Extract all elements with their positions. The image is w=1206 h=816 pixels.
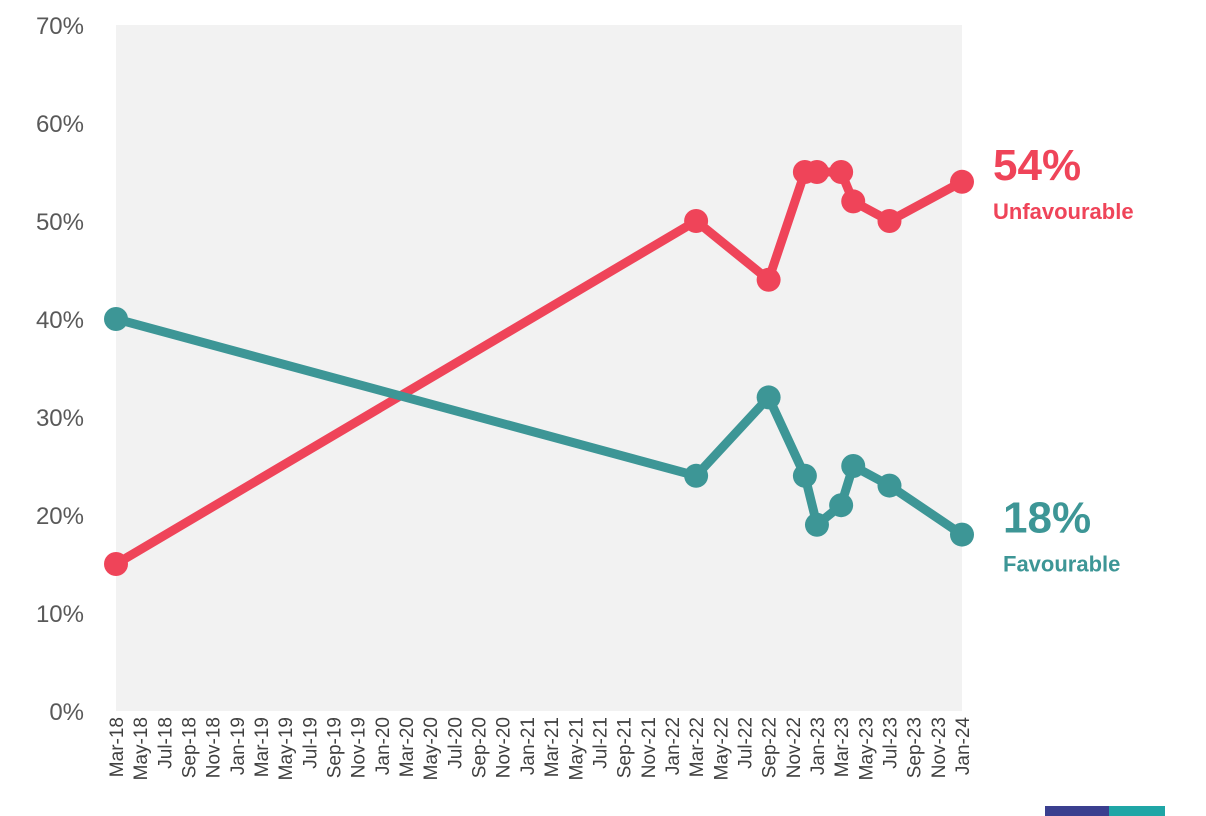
x-tick-label: Nov-23 [929, 717, 950, 778]
end-value-label: 18% [1003, 494, 1091, 543]
x-tick-label: Mar-20 [397, 717, 418, 777]
x-tick-label: Jul-18 [155, 717, 176, 769]
data-point-unfavourable [950, 169, 974, 194]
data-point-favourable [756, 385, 781, 410]
x-tick-label: May-22 [711, 717, 732, 780]
data-point-favourable [104, 307, 128, 331]
x-tick-label: May-20 [421, 717, 442, 780]
x-tick-label: Nov-20 [494, 717, 515, 778]
x-tick-label: Nov-22 [784, 717, 805, 778]
brand-logo-right-block [1109, 806, 1165, 816]
data-point-unfavourable [829, 160, 854, 184]
x-tick-label: Sep-19 [325, 717, 346, 778]
data-point-favourable [792, 463, 817, 488]
data-point-favourable [877, 473, 902, 498]
x-tick-label: Nov-19 [349, 717, 370, 778]
x-tick-label: May-19 [276, 717, 297, 780]
data-point-favourable [950, 522, 974, 547]
x-tick-label: Jul-22 [735, 717, 756, 769]
data-point-unfavourable [877, 209, 902, 233]
x-tick-label: Mar-21 [542, 717, 563, 777]
y-tick-label: 40% [36, 307, 84, 334]
brand-logo-left-block [1045, 806, 1109, 816]
y-tick-label: 10% [36, 601, 84, 628]
x-tick-label: Jul-21 [590, 717, 611, 769]
y-tick-label: 20% [36, 503, 84, 530]
x-tick-label: Sep-18 [180, 717, 201, 778]
data-point-unfavourable [841, 189, 866, 214]
data-point-unfavourable [756, 267, 781, 292]
x-tick-label: May-18 [131, 717, 152, 780]
data-point-unfavourable [684, 209, 709, 233]
data-point-favourable [841, 454, 866, 478]
x-tick-label: Sep-22 [760, 717, 781, 778]
end-series-label: Unfavourable [993, 199, 1134, 224]
x-tick-label: May-21 [566, 717, 587, 780]
x-tick-label: Jan-24 [953, 717, 974, 776]
end-labels: 54% Unfavourable 18% Favourable [993, 141, 1134, 577]
data-point-unfavourable [804, 160, 829, 184]
x-tick-label: Jul-23 [880, 717, 901, 769]
y-tick-label: 50% [36, 209, 84, 236]
end-series-label: Favourable [1003, 552, 1120, 577]
x-tick-label: Mar-18 [107, 717, 128, 777]
x-tick-label: Nov-21 [639, 717, 660, 778]
x-tick-label: Sep-20 [470, 717, 491, 778]
x-tick-label: Jul-19 [300, 717, 321, 769]
y-tick-label: 30% [36, 405, 84, 432]
series-markers [104, 160, 974, 576]
x-tick-label: Jan-21 [518, 717, 539, 775]
y-tick-label: 60% [36, 111, 84, 138]
x-tick-label: Jan-20 [373, 717, 394, 775]
data-point-unfavourable [104, 552, 128, 576]
y-tick-label: 0% [49, 699, 84, 726]
x-tick-label: Jul-20 [445, 717, 466, 769]
data-point-favourable [684, 463, 709, 488]
x-axis-ticks: Mar-18 May-18 Jul-18 Sep-18 Nov-18 Jan-19 Mar-… [107, 717, 974, 781]
x-tick-label: Mar-22 [687, 717, 708, 777]
x-tick-label: Jan-23 [808, 717, 829, 775]
y-axis-ticks: 0% 10% 20% 30% 40% 50% 60% 70% [36, 13, 84, 726]
x-tick-label: Jan-19 [228, 717, 249, 775]
data-point-favourable [829, 493, 854, 518]
x-tick-label: May-23 [856, 717, 877, 780]
x-tick-label: Nov-18 [204, 717, 225, 778]
y-tick-label: 70% [36, 13, 84, 40]
x-tick-label: Sep-23 [905, 717, 926, 778]
x-tick-label: Jan-22 [663, 717, 684, 775]
data-point-favourable [804, 512, 829, 537]
end-value-label: 54% [993, 141, 1081, 190]
x-tick-label: Mar-23 [832, 717, 853, 777]
x-tick-label: Sep-21 [615, 717, 636, 778]
x-tick-label: Mar-19 [252, 717, 273, 777]
plot-area [116, 25, 962, 711]
